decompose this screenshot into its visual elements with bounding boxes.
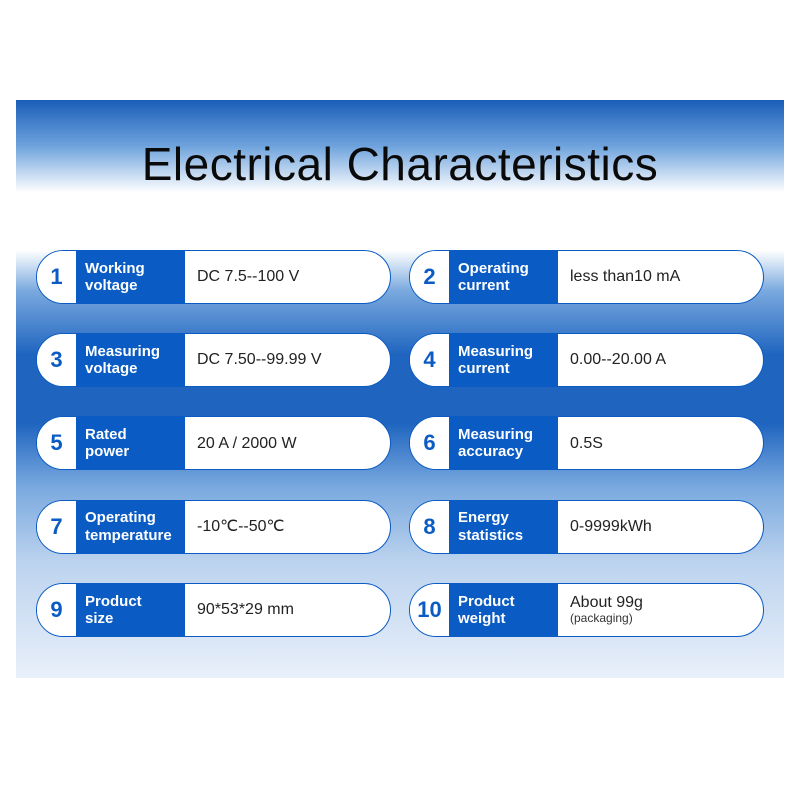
spec-label-line2: current [458,277,548,294]
spec-value-text: less than10 mA [570,268,763,286]
spec-number: 3 [37,334,77,386]
spec-pill: 1WorkingvoltageDC 7.5--100 V [36,250,391,304]
spec-label-line2: voltage [85,277,175,294]
spec-label-line1: Measuring [85,343,175,360]
spec-value-text: 90*53*29 mm [197,601,390,619]
spec-label-line1: Measuring [458,343,548,360]
infographic-canvas: Electrical Characteristics 1Workingvolta… [16,100,784,678]
spec-value-text: 20 A / 2000 W [197,435,390,453]
spec-value: 20 A / 2000 W [185,417,390,469]
spec-label: Measuringcurrent [450,334,558,386]
spec-value: About 99g(packaging) [558,584,763,636]
spec-label: Operatingtemperature [77,501,185,553]
spec-label: Productweight [450,584,558,636]
spec-pill: 5Ratedpower20 A / 2000 W [36,416,391,470]
spec-label-line1: Product [85,593,175,610]
spec-value: 0.00--20.00 A [558,334,763,386]
spec-number: 4 [410,334,450,386]
spec-number: 6 [410,417,450,469]
spec-label: Energystatistics [450,501,558,553]
spec-value: -10℃--50℃ [185,501,390,553]
spec-value: DC 7.5--100 V [185,251,390,303]
spec-label-line2: current [458,360,548,377]
spec-value-text: 0.00--20.00 A [570,351,763,369]
spec-grid: 1WorkingvoltageDC 7.5--100 V2Operatingcu… [16,228,784,678]
spec-number: 9 [37,584,77,636]
spec-pill: 10ProductweightAbout 99g(packaging) [409,583,764,637]
spec-label-line1: Measuring [458,426,548,443]
spec-label-line1: Working [85,260,175,277]
spec-label-line2: power [85,443,175,460]
spec-value: 90*53*29 mm [185,584,390,636]
spec-label: Measuringvoltage [77,334,185,386]
spec-value: 0.5S [558,417,763,469]
title-bar: Electrical Characteristics [16,100,784,228]
spec-value: 0-9999kWh [558,501,763,553]
spec-pill: 2Operatingcurrentless than10 mA [409,250,764,304]
spec-label-line1: Product [458,593,548,610]
spec-label-line2: voltage [85,360,175,377]
spec-number: 5 [37,417,77,469]
spec-value: DC 7.50--99.99 V [185,334,390,386]
spec-label-line1: Operating [458,260,548,277]
spec-number: 8 [410,501,450,553]
spec-number: 1 [37,251,77,303]
spec-value-sub: (packaging) [570,612,763,625]
spec-number: 2 [410,251,450,303]
spec-value-text: About 99g [570,594,763,612]
spec-label-line1: Operating [85,509,175,526]
spec-label-line2: accuracy [458,443,548,460]
spec-pill: 4Measuringcurrent0.00--20.00 A [409,333,764,387]
spec-label: Productsize [77,584,185,636]
spec-label-line1: Energy [458,509,548,526]
spec-label: Workingvoltage [77,251,185,303]
spec-pill: 6Measuringaccuracy0.5S [409,416,764,470]
spec-pill: 7Operatingtemperature-10℃--50℃ [36,500,391,554]
spec-label: Ratedpower [77,417,185,469]
spec-label-line2: size [85,610,175,627]
spec-value-text: 0.5S [570,435,763,453]
spec-value-text: 0-9999kWh [570,518,763,536]
spec-value-text: -10℃--50℃ [197,518,390,536]
spec-label: Operatingcurrent [450,251,558,303]
spec-label-line1: Rated [85,426,175,443]
spec-pill: 8Energystatistics0-9999kWh [409,500,764,554]
spec-label-line2: temperature [85,527,175,544]
spec-number: 7 [37,501,77,553]
spec-label: Measuringaccuracy [450,417,558,469]
spec-label-line2: statistics [458,527,548,544]
spec-pill: 3MeasuringvoltageDC 7.50--99.99 V [36,333,391,387]
spec-value-text: DC 7.50--99.99 V [197,351,390,369]
spec-value-text: DC 7.5--100 V [197,268,390,286]
spec-number: 10 [410,584,450,636]
spec-value: less than10 mA [558,251,763,303]
spec-pill: 9Productsize90*53*29 mm [36,583,391,637]
page-title: Electrical Characteristics [142,137,659,191]
spec-label-line2: weight [458,610,548,627]
